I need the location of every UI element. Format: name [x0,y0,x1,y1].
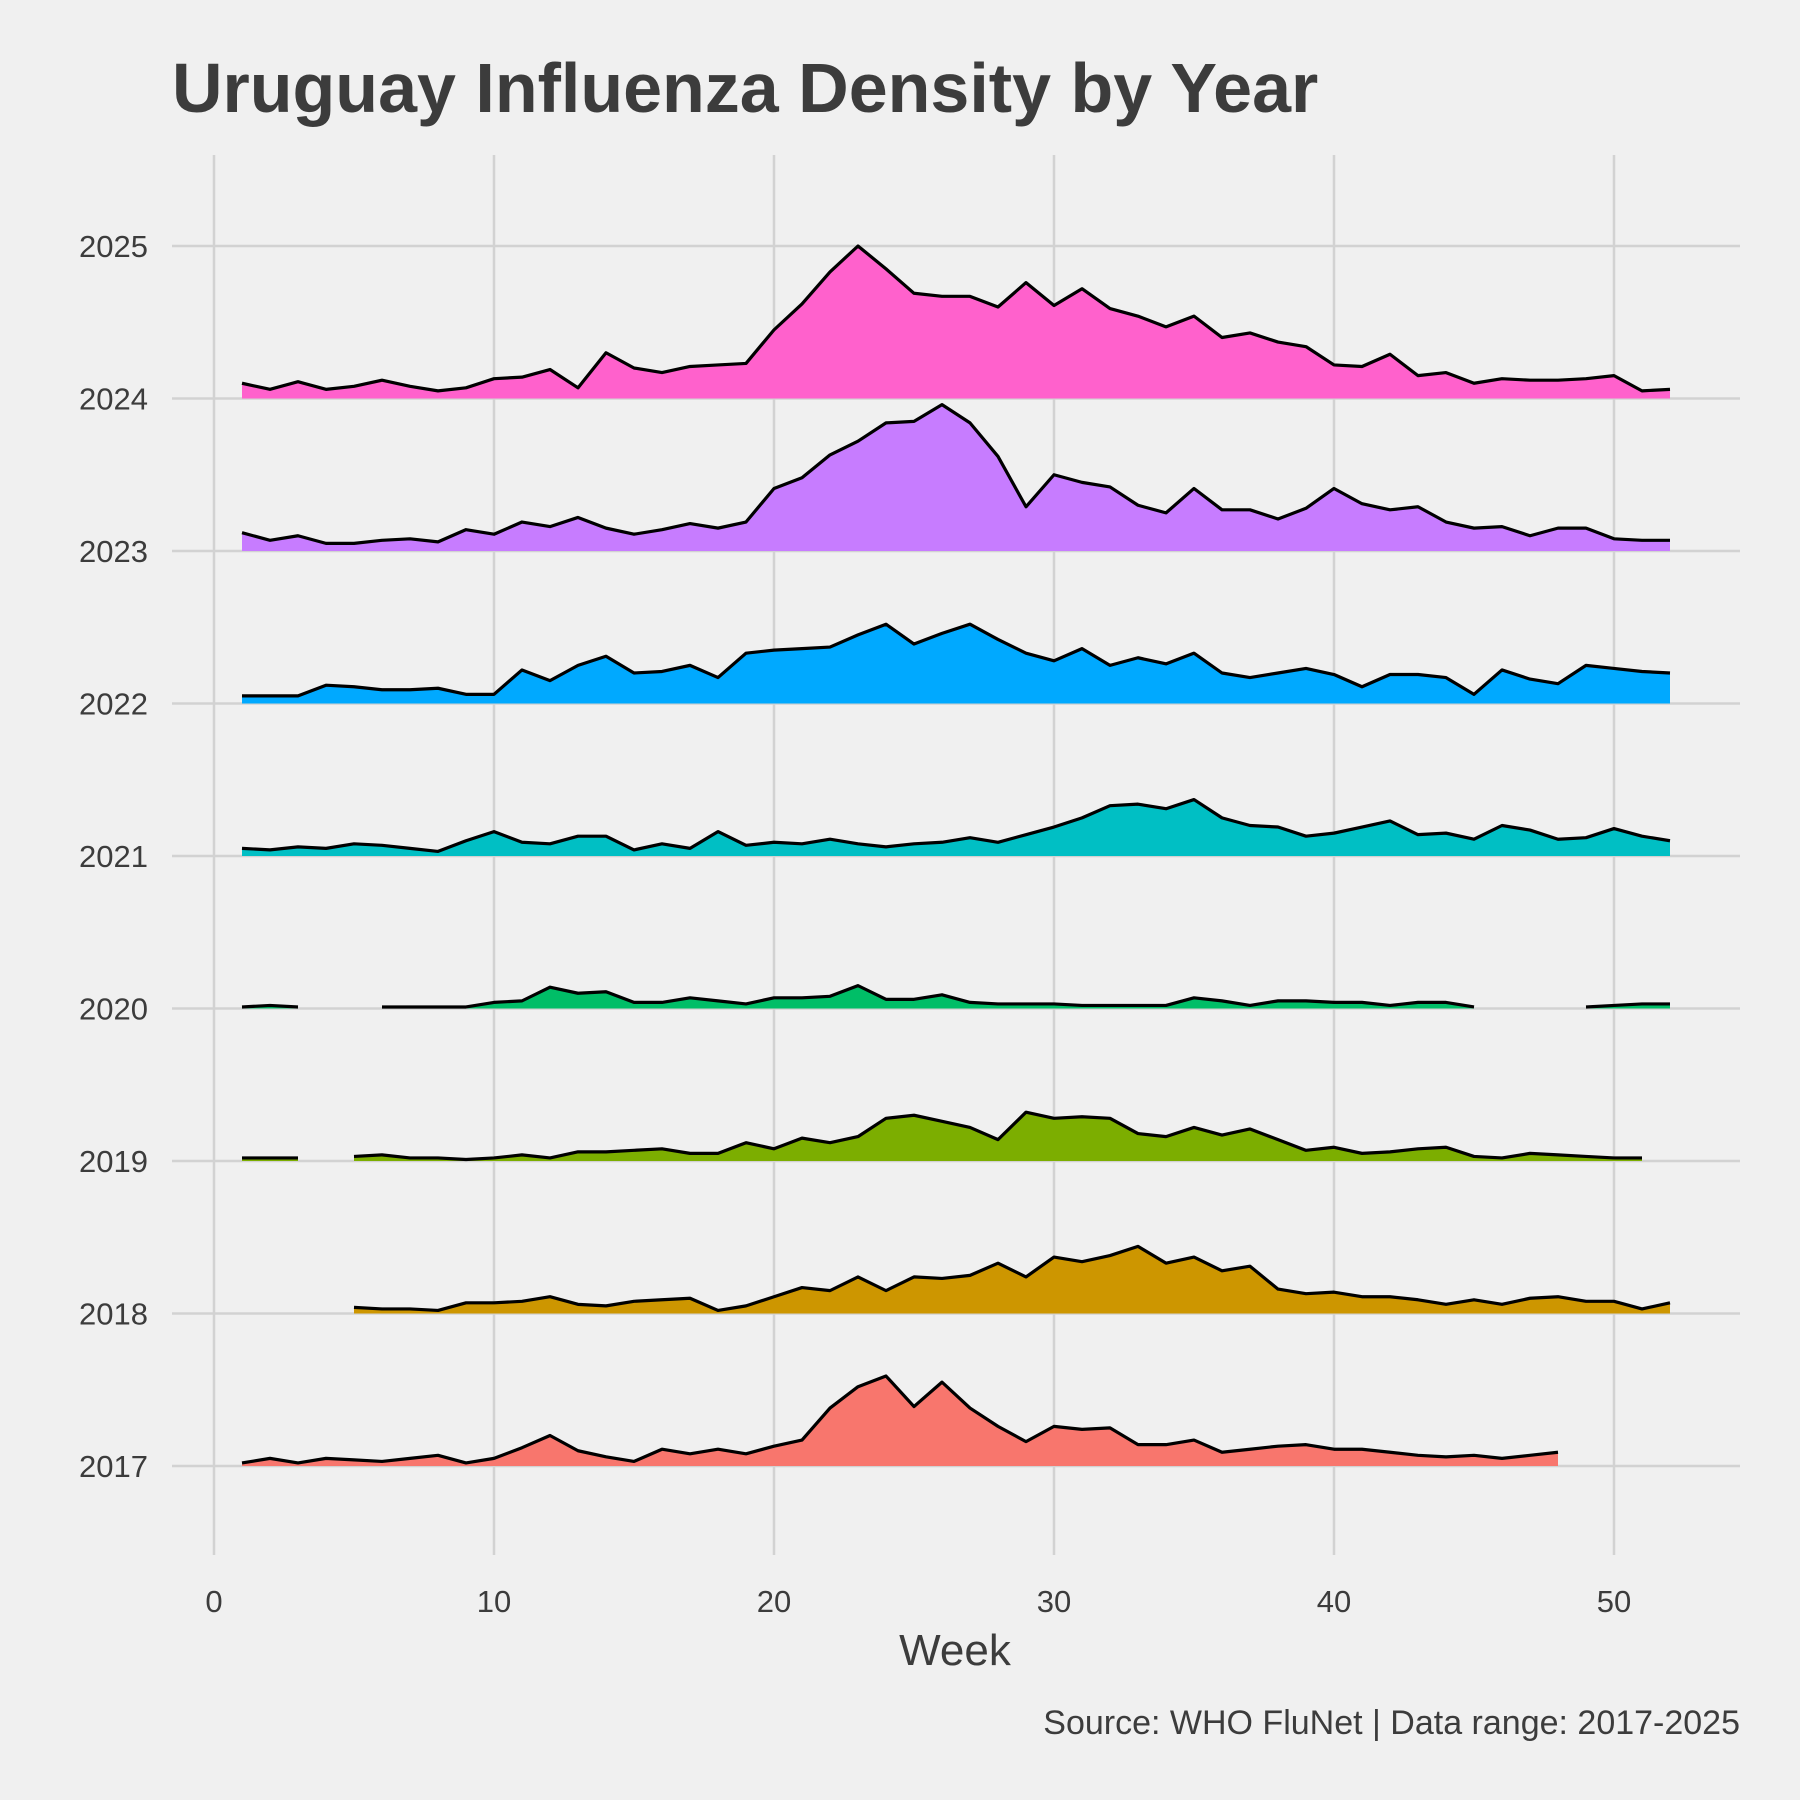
y-tick-label-2017: 2017 [79,1449,148,1484]
y-tick-label-2021: 2021 [79,839,148,874]
ridge-2024 [241,244,1671,399]
ridge-2023 [241,403,1670,551]
ridge-line-2024-0 [241,244,1671,393]
ridge-2022 [242,622,1671,704]
ridges-layer [241,244,1671,1466]
x-axis-title: Week [899,1626,1012,1675]
ridge-2019 [242,1110,1642,1162]
ridge-2018 [353,1244,1671,1314]
y-tick-label-2023: 2023 [79,534,148,569]
x-tick-label-50: 50 [1597,1584,1631,1619]
x-tick-label-40: 40 [1317,1584,1351,1619]
x-tick-label-30: 30 [1037,1584,1071,1619]
ridge-area-2017-0 [242,1376,1558,1466]
ridge-line-2018-0 [353,1244,1671,1313]
y-tick-label-2024: 2024 [79,382,148,417]
y-tick-label-2020: 2020 [79,992,148,1027]
ridge-line-2017-0 [241,1374,1559,1465]
ridge-2020 [241,984,1670,1009]
ridge-area-2021-0 [242,799,1670,856]
ridge-area-2023-0 [242,404,1670,551]
ridge-area-2018-0 [354,1246,1670,1314]
ridge-area-2024-0 [242,246,1670,399]
y-tick-label-2025: 2025 [79,229,148,264]
x-tick-label-10: 10 [477,1584,511,1619]
ridge-2017 [241,1374,1559,1466]
y-tick-label-2019: 2019 [79,1144,148,1179]
ridge-line-2021-0 [241,797,1671,854]
ridge-line-2020-1 [382,984,1475,1009]
x-tick-labels: 0 10 20 30 40 50 [205,1584,1631,1619]
ridge-2021 [241,797,1671,856]
y-tick-label-2022: 2022 [79,687,148,722]
chart-caption: Source: WHO FluNet | Data range: 2017-20… [1043,1704,1740,1742]
ridge-line-2022-0 [242,622,1671,698]
ridge-line-2019-1 [353,1110,1642,1162]
x-tick-label-20: 20 [757,1584,791,1619]
y-tick-labels: 2017 2018 2019 2020 2021 2022 2023 2024 2025 [79,229,148,1484]
x-tick-label-0: 0 [205,1584,222,1619]
y-tick-label-2018: 2018 [79,1297,148,1332]
ridge-line-2020-2 [1585,1002,1670,1009]
ridge-line-2023-0 [241,403,1670,545]
ridge-area-2022-0 [242,624,1670,704]
chart-title: Uruguay Influenza Density by Year [172,49,1318,127]
ridge-line-2020-0 [241,1003,299,1009]
